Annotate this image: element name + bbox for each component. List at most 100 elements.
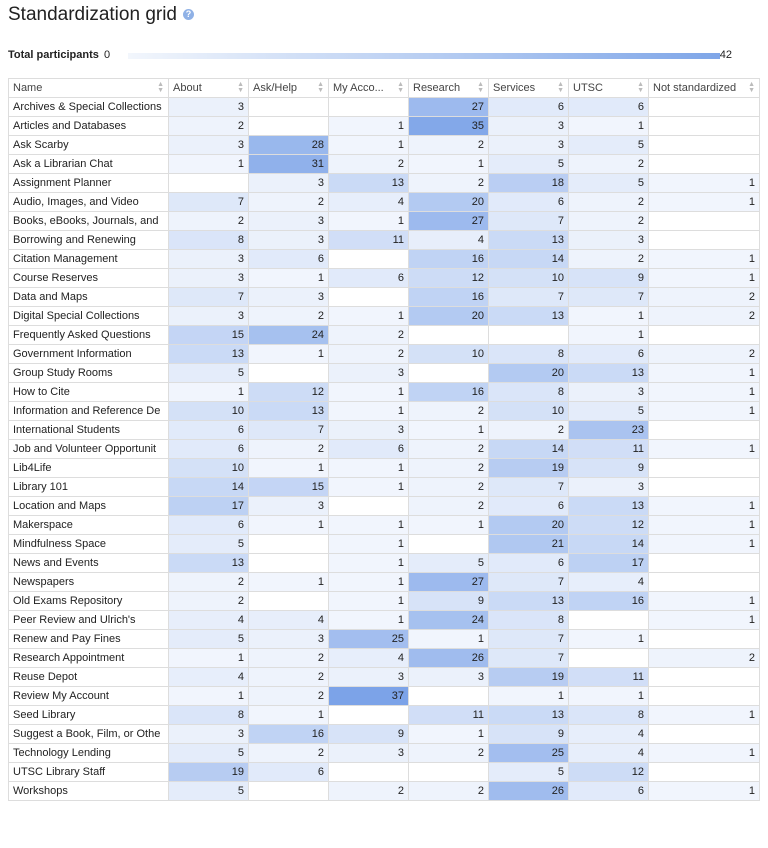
count-cell: 3 — [488, 116, 569, 136]
column-header[interactable]: Research ▲ ▼ — [408, 78, 489, 98]
count-cell: 10 — [488, 401, 569, 421]
count-cell — [408, 534, 489, 554]
count-cell: 7 — [488, 287, 569, 307]
grid-row: Assignment Planner 3 13 2 18 5 1 — [8, 173, 760, 193]
count-cell: 3 — [248, 287, 329, 307]
count-cell: 12 — [248, 382, 329, 402]
count-cell — [248, 97, 329, 117]
name-cell: Peer Review and Ulrich's — [8, 610, 169, 630]
count-cell: 1 — [408, 420, 489, 440]
name-cell: Lib4Life — [8, 458, 169, 478]
count-cell: 1 — [248, 705, 329, 725]
count-cell: 4 — [568, 743, 649, 763]
column-header[interactable]: About ▲ ▼ — [168, 78, 249, 98]
count-cell: 6 — [488, 496, 569, 516]
count-cell: 1 — [408, 515, 489, 535]
grid-row: Articles and Databases 2 1 35 3 1 — [8, 116, 760, 136]
count-cell: 15 — [248, 477, 329, 497]
count-cell: 1 — [408, 724, 489, 744]
grid-row: Old Exams Repository 2 1 9 13 16 1 — [8, 591, 760, 611]
count-cell: 11 — [328, 230, 409, 250]
count-cell: 1 — [248, 572, 329, 592]
grid-row: Location and Maps 17 3 2 6 13 1 — [8, 496, 760, 516]
sort-icon[interactable]: ▲ ▼ — [637, 81, 644, 94]
count-cell: 2 — [168, 116, 249, 136]
sort-icon[interactable]: ▲ ▼ — [157, 81, 164, 94]
count-cell: 4 — [328, 192, 409, 212]
count-cell: 5 — [488, 762, 569, 782]
count-cell: 1 — [248, 344, 329, 364]
name-cell: Job and Volunteer Opportunit — [8, 439, 169, 459]
name-cell: Books, eBooks, Journals, and — [8, 211, 169, 231]
name-cell: Makerspace — [8, 515, 169, 535]
count-cell: 2 — [568, 192, 649, 212]
count-cell: 25 — [328, 629, 409, 649]
grid-row: Books, eBooks, Journals, and 2 3 1 27 7 2 — [8, 211, 760, 231]
count-cell: 2 — [248, 648, 329, 668]
count-cell: 1 — [328, 477, 409, 497]
count-cell: 5 — [168, 363, 249, 383]
count-cell — [648, 211, 760, 231]
count-cell: 2 — [488, 420, 569, 440]
grid-row: Audio, Images, and Video 7 2 4 20 6 2 1 — [8, 192, 760, 212]
count-cell — [648, 135, 760, 155]
count-cell: 16 — [568, 591, 649, 611]
grid-row: Mindfulness Space 5 1 21 14 1 — [8, 534, 760, 554]
count-cell: 3 — [408, 667, 489, 687]
count-cell: 3 — [248, 629, 329, 649]
count-cell: 13 — [328, 173, 409, 193]
count-cell: 14 — [488, 439, 569, 459]
column-header[interactable]: UTSC ▲ ▼ — [568, 78, 649, 98]
name-cell: Assignment Planner — [8, 173, 169, 193]
count-cell: 13 — [488, 306, 569, 326]
help-icon[interactable]: ? — [183, 9, 194, 21]
name-cell: Audio, Images, and Video — [8, 192, 169, 212]
column-label: Not standardized — [653, 82, 737, 94]
count-cell: 5 — [168, 743, 249, 763]
count-cell: 4 — [328, 648, 409, 668]
sort-icon[interactable]: ▲ ▼ — [748, 81, 755, 94]
count-cell: 19 — [488, 667, 569, 687]
grid-row: Suggest a Book, Film, or Othe 3 16 9 1 9 4 — [8, 724, 760, 744]
grid-row: Job and Volunteer Opportunit 6 2 6 2 14 11 1 — [8, 439, 760, 459]
name-cell: How to Cite — [8, 382, 169, 402]
count-cell: 2 — [648, 306, 760, 326]
count-cell: 1 — [328, 534, 409, 554]
sort-icon[interactable]: ▲ ▼ — [237, 81, 244, 94]
count-cell: 18 — [488, 173, 569, 193]
name-cell: Group Study Rooms — [8, 363, 169, 383]
sort-icon[interactable]: ▲ ▼ — [317, 81, 324, 94]
count-cell: 9 — [568, 268, 649, 288]
column-header[interactable]: Ask/Help ▲ ▼ — [248, 78, 329, 98]
count-cell: 7 — [168, 287, 249, 307]
sort-icon[interactable]: ▲ ▼ — [397, 81, 404, 94]
name-cell: Government Information — [8, 344, 169, 364]
count-cell: 1 — [648, 192, 760, 212]
name-cell: Review My Account — [8, 686, 169, 706]
participants-label: Total participants — [8, 49, 99, 61]
column-header[interactable]: Services ▲ ▼ — [488, 78, 569, 98]
count-cell — [328, 97, 409, 117]
name-cell: Archives & Special Collections — [8, 97, 169, 117]
count-cell — [648, 553, 760, 573]
count-cell: 2 — [568, 211, 649, 231]
count-cell: 1 — [568, 306, 649, 326]
column-header[interactable]: Name ▲ ▼ — [8, 78, 169, 98]
count-cell: 7 — [488, 629, 569, 649]
column-label: My Acco... — [333, 82, 384, 94]
count-cell: 2 — [328, 154, 409, 174]
count-cell: 20 — [488, 363, 569, 383]
count-cell: 4 — [568, 572, 649, 592]
count-cell: 1 — [648, 610, 760, 630]
sort-icon[interactable]: ▲ ▼ — [477, 81, 484, 94]
count-cell: 4 — [168, 667, 249, 687]
column-header[interactable]: My Acco... ▲ ▼ — [328, 78, 409, 98]
name-cell: Old Exams Repository — [8, 591, 169, 611]
count-cell — [648, 97, 760, 117]
count-cell: 5 — [568, 401, 649, 421]
column-header[interactable]: Not standardized ▲ ▼ — [648, 78, 760, 98]
sort-icon[interactable]: ▲ ▼ — [557, 81, 564, 94]
count-cell: 1 — [168, 382, 249, 402]
count-cell: 1 — [648, 496, 760, 516]
count-cell: 16 — [248, 724, 329, 744]
